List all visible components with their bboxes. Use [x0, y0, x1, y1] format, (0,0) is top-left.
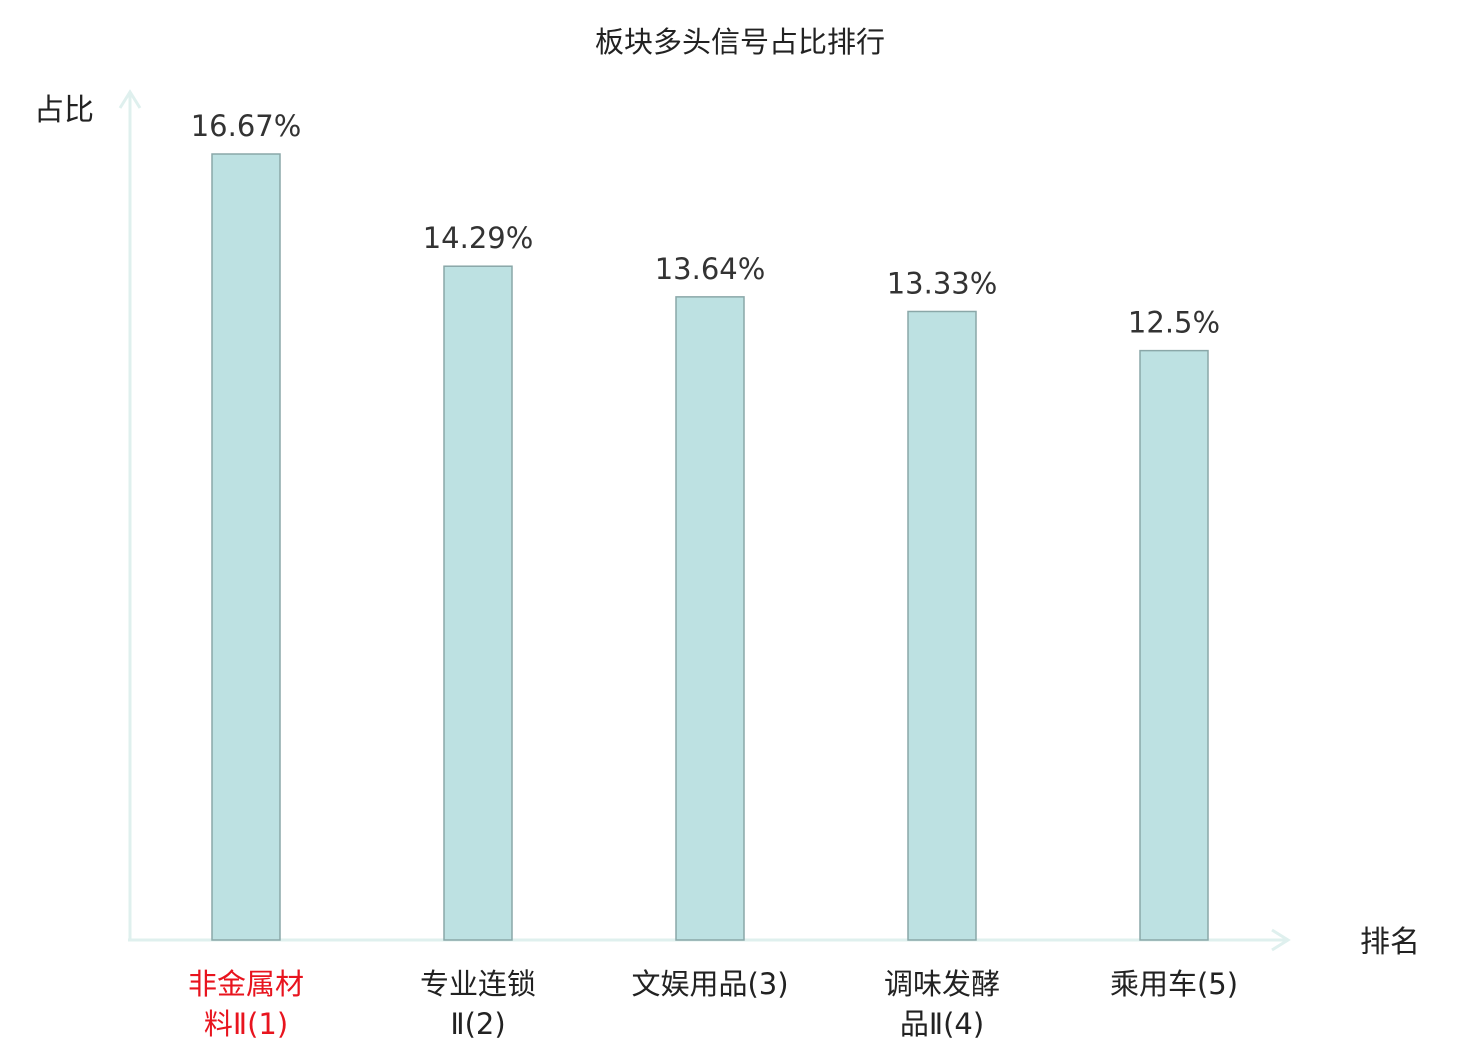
bar-1 — [211, 153, 281, 941]
bar-2 — [443, 265, 513, 941]
bar-value-label-5: 12.5% — [1128, 306, 1220, 340]
bar-value-label-3: 13.64% — [655, 252, 766, 286]
category-label-4-line-1: 调味发酵 — [884, 967, 1000, 1001]
x-axis-label: 排名 — [1360, 925, 1420, 960]
bar-5 — [1139, 349, 1209, 941]
data-labels: 16.67% 14.29% 13.64% 13.33% 12.5% — [191, 109, 1220, 340]
chart-title: 板块多头信号占比排行 — [595, 25, 885, 59]
category-label-2-line-1: 专业连锁 — [420, 967, 536, 1001]
x-axis-arrow — [1271, 928, 1291, 952]
y-axis-arrow — [118, 89, 142, 109]
bar-3 — [675, 296, 745, 941]
category-label-3: 文娱用品(3) — [631, 967, 788, 1001]
bar-value-label-1: 16.67% — [191, 109, 302, 143]
bar-series — [211, 153, 1209, 941]
category-label-1-line-1: 非金属材 — [188, 967, 304, 1001]
y-axis-label: 占比 — [34, 93, 94, 128]
category-label-2-line-2: Ⅱ(2) — [450, 1007, 505, 1040]
bar-value-label-2: 14.29% — [423, 221, 534, 255]
bar-4 — [907, 310, 977, 941]
bar-value-label-4: 13.33% — [887, 266, 998, 300]
category-label-1-line-2: 料Ⅱ(1) — [204, 1007, 288, 1040]
category-label-4-line-2: 品Ⅱ(4) — [900, 1007, 984, 1040]
category-label-5: 乘用车(5) — [1110, 967, 1238, 1001]
